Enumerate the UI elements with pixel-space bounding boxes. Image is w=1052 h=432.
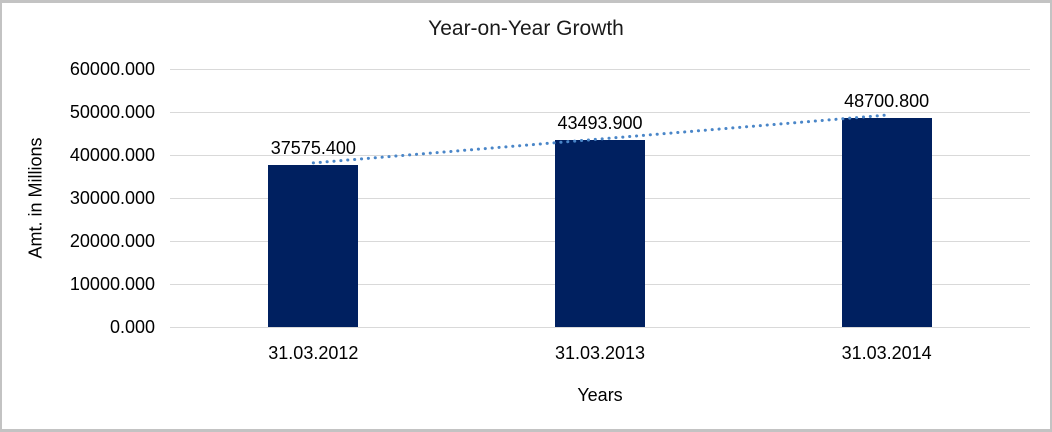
y-tick-label: 60000.000 <box>69 59 155 79</box>
y-tick-label: 50000.000 <box>69 102 155 122</box>
gridline <box>170 326 1030 328</box>
bar-31.03.2013 <box>555 139 645 327</box>
gridline <box>170 68 1030 70</box>
y-tick-label: 10000.000 <box>69 274 155 294</box>
x-tick-label: 31.03.2014 <box>841 343 932 363</box>
gridline <box>170 111 1030 113</box>
chart-title: Year-on-Year Growth <box>428 17 624 40</box>
y-tick-label: 20000.000 <box>69 231 155 251</box>
trendline <box>311 113 889 165</box>
x-axis-title: Years <box>577 385 623 405</box>
data-label: 43493.900 <box>557 112 643 133</box>
x-tick-label: 31.03.2012 <box>268 343 359 363</box>
data-label: 48700.800 <box>844 90 930 111</box>
data-label: 37575.400 <box>270 138 356 159</box>
y-tick-label: 40000.000 <box>69 145 155 165</box>
bar-31.03.2014 <box>841 117 932 327</box>
y-tick-label: 0.000 <box>109 317 155 337</box>
y-tick-label: 30000.000 <box>69 188 155 208</box>
x-tick-label: 31.03.2013 <box>554 343 646 363</box>
bar-31.03.2012 <box>268 165 359 327</box>
